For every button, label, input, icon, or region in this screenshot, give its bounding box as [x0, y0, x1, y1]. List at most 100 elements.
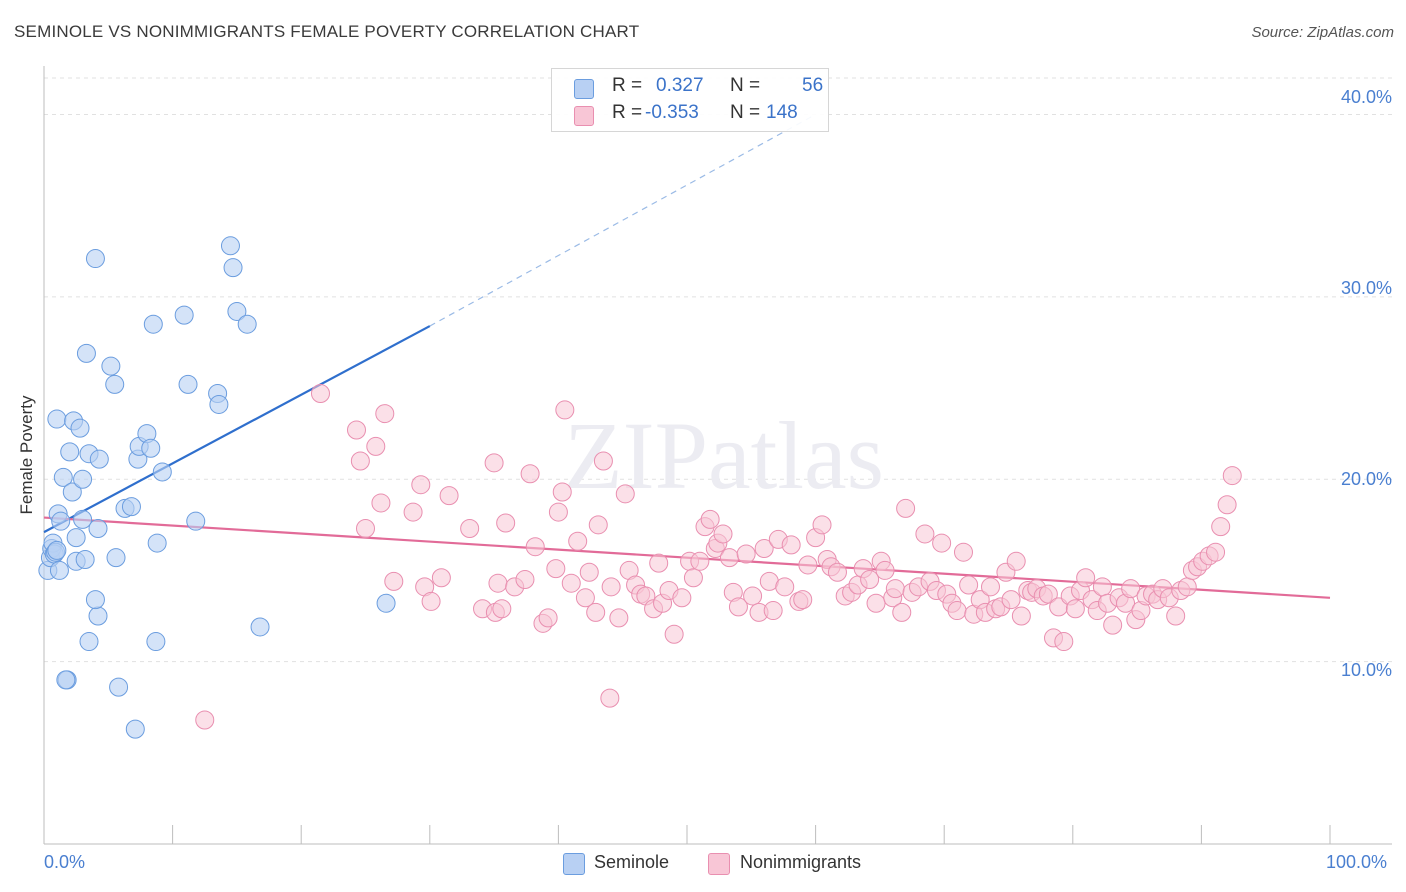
nonimmigrants-point: [552, 482, 572, 502]
seminole-point: [66, 528, 86, 548]
nonimmigrants-point: [793, 590, 813, 610]
r-value: 0.327: [656, 75, 704, 96]
nonimmigrants-point: [1177, 577, 1197, 597]
seminole-point: [56, 670, 76, 690]
seminole-point: [47, 540, 67, 560]
nonimmigrants-point: [736, 544, 756, 564]
seminole-point: [88, 606, 108, 626]
seminole-point: [237, 314, 257, 334]
nonimmigrants-point: [593, 451, 613, 471]
seminole-point: [70, 418, 90, 438]
nonimmigrants-point: [896, 498, 916, 518]
nonimmigrants-point: [371, 493, 391, 513]
nonimmigrants-point: [1054, 632, 1074, 652]
nonimmigrants-point: [690, 551, 710, 571]
nonimmigrants-point: [781, 535, 801, 555]
nonimmigrants-swatch: [574, 106, 594, 126]
nonimmigrants-point: [525, 537, 545, 557]
trend-lines: [43, 113, 1331, 599]
nonimmigrants-point: [743, 586, 763, 606]
legend: R = 0.327 N = 56 R = -0.353 N = 148: [551, 68, 829, 132]
nonimmigrants-point: [980, 577, 1000, 597]
seminole-point: [209, 394, 229, 414]
nonimmigrants-point: [568, 531, 588, 551]
seminole-point: [227, 301, 247, 321]
seminole-point: [73, 509, 93, 529]
nonimmigrants-point: [366, 436, 386, 456]
y-axis-label: Female Poverty: [17, 395, 36, 515]
seminole-point: [85, 590, 105, 610]
nonimmigrants-point: [1065, 599, 1085, 619]
seminole-point: [178, 374, 198, 394]
seminole-point: [152, 462, 172, 482]
nonimmigrants-point: [384, 571, 404, 591]
nonimmigrants-point: [1001, 590, 1021, 610]
nonimmigrants-point: [515, 570, 535, 590]
nonimmigrants-point: [959, 575, 979, 595]
seminole-legend-swatch: [563, 853, 585, 875]
nonimmigrants-point: [496, 513, 516, 533]
n-value: 148: [766, 102, 798, 123]
nonimmigrants-point: [561, 573, 581, 593]
nonimmigrants-point: [546, 559, 566, 579]
seminole-legend-label: Seminole: [594, 852, 670, 872]
nonimmigrants-point: [812, 515, 832, 535]
nonimmigrants-points: [195, 384, 1242, 730]
nonimmigrants-point: [860, 570, 880, 590]
nonimmigrants-legend-swatch: [708, 853, 730, 875]
n-label: N =: [730, 102, 761, 123]
n-value: 56: [802, 75, 824, 96]
legend-row-nonimmigrants: R = -0.353 N = 148: [552, 102, 828, 128]
nonimmigrants-point: [713, 524, 733, 544]
seminole-point: [51, 511, 71, 531]
seminole-point: [53, 467, 73, 487]
nonimmigrants-point: [555, 400, 575, 420]
nonimmigrants-point: [538, 608, 558, 628]
nonimmigrants-point: [672, 588, 692, 608]
seminole-point: [220, 236, 240, 256]
y-tick-label: 30.0%: [1340, 278, 1392, 298]
nonimmigrants-point: [866, 593, 886, 613]
x-tick-label: 0.0%: [44, 852, 86, 872]
nonimmigrants-legend-label: Nonimmigrants: [740, 852, 862, 872]
seminole-point: [223, 258, 243, 278]
nonimmigrants-point: [403, 502, 423, 522]
nonimmigrants-point: [932, 533, 952, 553]
seminole-point: [143, 314, 163, 334]
nonimmigrants-point: [1038, 584, 1058, 604]
nonimmigrants-point: [892, 602, 912, 622]
nonimmigrants-point: [1103, 615, 1123, 635]
nonimmigrants-point: [1006, 551, 1026, 571]
nonimmigrants-point: [375, 404, 395, 424]
r-label: R =: [612, 75, 643, 96]
seminole-point: [146, 632, 166, 652]
nonimmigrants-point: [460, 518, 480, 538]
nonimmigrants-point: [350, 451, 370, 471]
seminole-point: [60, 442, 80, 462]
x-tick-label: 100.0%: [1326, 852, 1388, 872]
seminole-swatch: [574, 79, 594, 99]
seminole-point: [106, 548, 126, 568]
nonimmigrants-point: [439, 486, 459, 506]
nonimmigrants-point: [1011, 606, 1031, 626]
r-value: -0.353: [645, 102, 699, 123]
seminole-point: [109, 677, 129, 697]
nonimmigrants-point: [411, 475, 431, 495]
nonimmigrants-point: [1092, 577, 1112, 597]
nonimmigrants-point: [421, 591, 441, 611]
seminole-point: [76, 343, 96, 363]
watermark: ZIPatlas: [564, 402, 884, 509]
nonimmigrants-point: [346, 420, 366, 440]
seminole-point: [89, 449, 109, 469]
nonimmigrants-point: [728, 597, 748, 617]
seminole-point: [141, 438, 161, 458]
nonimmigrants-point: [520, 464, 540, 484]
seminole-point: [174, 305, 194, 325]
seminole-point: [49, 560, 69, 580]
nonimmigrants-point: [600, 688, 620, 708]
legend-row-seminole: R = 0.327 N = 56: [552, 75, 828, 101]
nonimmigrants-point: [484, 453, 504, 473]
seminole-points: [38, 236, 396, 739]
nonimmigrants-point: [915, 524, 935, 544]
